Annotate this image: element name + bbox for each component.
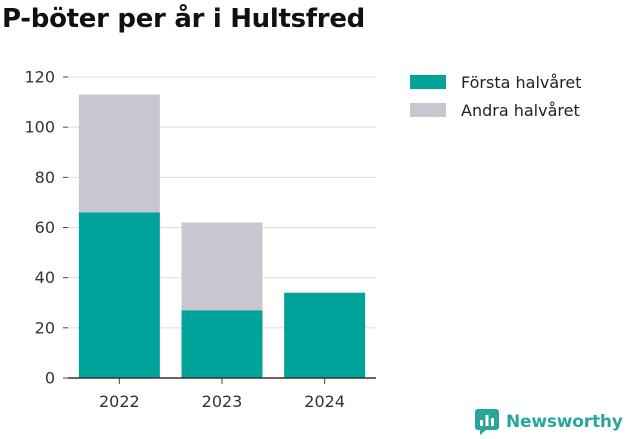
legend-swatch-second-half [410,103,446,117]
bar-2022-series-2 [78,94,160,213]
y-tick-label-0: 0 [45,369,55,388]
y-tick-label-80: 80 [35,168,55,187]
x-tick-label-2022: 2022 [99,392,140,411]
legend-item-first-half: Första halvåret [410,68,582,96]
bar-chart: 0 20 40 60 80 100 120 2022 2023 2024 [24,68,376,411]
newsworthy-brand: Newsworthy [475,409,623,435]
x-tick-label-2023: 2023 [202,392,243,411]
bars [78,94,366,378]
chart-title: P-böter per år i Hultsfred [2,4,365,34]
y-tick-label-60: 60 [35,218,55,237]
x-tick-label-2024: 2024 [304,392,345,411]
y-tick-label-120: 120 [24,68,55,87]
legend: Första halvåret Andra halvåret [410,68,582,124]
bar-2023-series-1 [181,310,263,378]
bar-2022-series-1 [78,212,160,378]
y-tick-label-100: 100 [24,118,55,137]
legend-label-second-half: Andra halvåret [461,100,580,120]
legend-swatch-first-half [410,75,446,89]
legend-label-first-half: Första halvåret [461,72,582,92]
bar-2024-series-1 [284,292,366,378]
y-tick-label-20: 20 [35,318,55,337]
y-tick-label-40: 40 [35,268,55,287]
brand-name: Newsworthy [506,412,623,432]
newsworthy-logo-icon [475,409,499,435]
bar-2023-series-2 [181,222,263,311]
legend-item-second-half: Andra halvåret [410,96,582,124]
axes: 0 20 40 60 80 100 120 2022 2023 2024 [24,68,376,411]
